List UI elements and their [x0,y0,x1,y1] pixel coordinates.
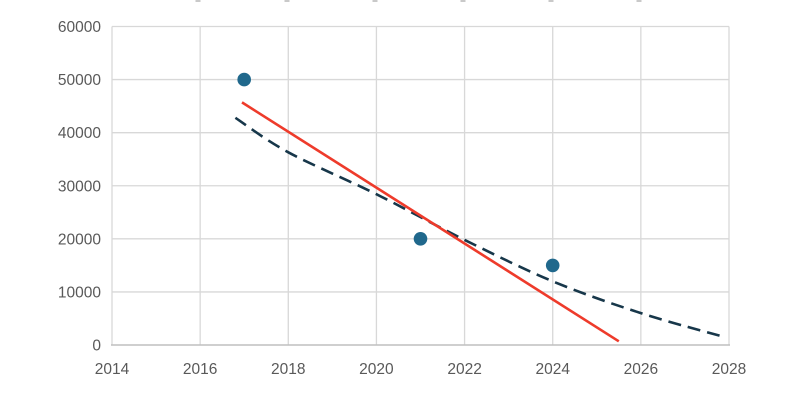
y-axis-tick-label: 20000 [58,231,101,248]
clipped-top-fragment [548,0,554,2]
y-axis-tick-label: 40000 [58,125,101,142]
clipped-top-fragment [460,0,466,2]
x-axis-tick-label: 2022 [447,361,481,378]
x-axis-tick-label: 2024 [535,361,570,378]
data-point [237,72,251,87]
y-axis-tick-label: 60000 [58,19,101,36]
x-axis-tick-label: 2026 [624,361,658,378]
trendline-solid [241,101,620,343]
clipped-top-fragment [195,0,201,2]
x-axis-tick-label: 2014 [95,361,130,378]
y-axis-tick-label: 0 [92,338,101,355]
data-point [413,232,428,246]
x-axis-tick-label: 2028 [712,361,746,378]
data-point [545,258,560,273]
trendline-dashed [234,116,725,339]
clipped-top-fragment [636,0,642,2]
x-axis-tick-label: 2016 [183,361,217,378]
y-axis-tick-label: 50000 [58,72,101,89]
x-axis-tick-label: 2020 [359,361,394,378]
clipped-top-fragment [372,0,378,2]
clipped-top-fragment [284,0,290,2]
y-axis-tick-label: 30000 [58,178,101,195]
y-axis-tick-label: 10000 [58,284,101,301]
x-axis-tick-label: 2018 [271,361,305,378]
